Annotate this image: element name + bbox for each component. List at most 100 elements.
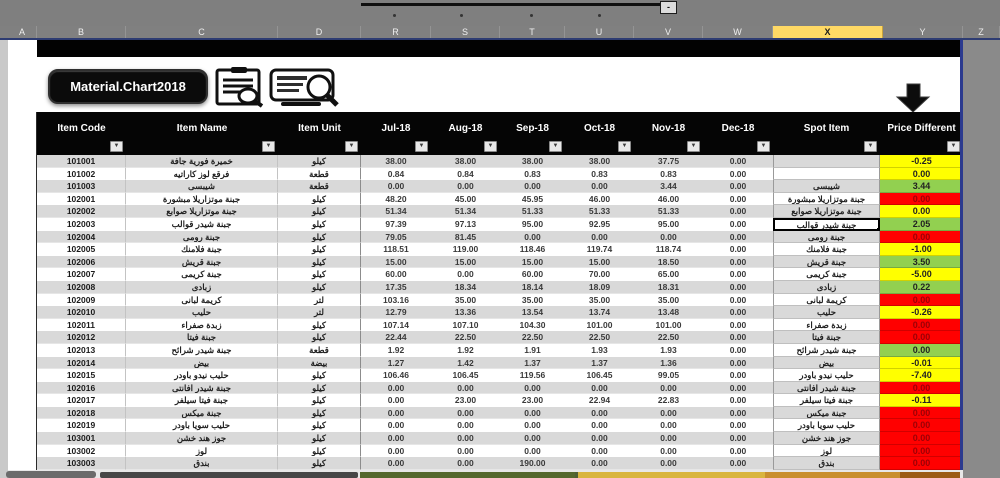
column-letter-u[interactable]: U — [565, 26, 634, 38]
cell-dec-value[interactable]: 0.00 — [703, 369, 773, 382]
cell-item-name[interactable]: جبنة شيدر شرائح — [126, 343, 278, 357]
cell-sep-value[interactable]: 23.00 — [500, 394, 565, 407]
cell-spot-item[interactable]: جبنة ميكس — [773, 406, 880, 420]
cell-sep-value[interactable]: 0.00 — [500, 406, 565, 420]
cell-jul-value[interactable]: 97.39 — [361, 217, 431, 231]
search-document-icon[interactable] — [268, 67, 342, 109]
cell-dec-value[interactable]: 0.00 — [703, 217, 773, 231]
cell-sep-value[interactable]: 119.56 — [500, 369, 565, 382]
cell-jul-value[interactable]: 38.00 — [361, 155, 431, 168]
cell-price-different[interactable]: 0.22 — [880, 280, 963, 294]
cell-nov-value[interactable]: 118.74 — [634, 243, 703, 256]
cell-dec-value[interactable]: 0.00 — [703, 306, 773, 319]
cell-oct-value[interactable]: 0.00 — [565, 457, 634, 470]
cell-oct-value[interactable]: 101.00 — [565, 318, 634, 332]
cell-jul-value[interactable]: 106.46 — [361, 369, 431, 382]
cell-dec-value[interactable]: 0.00 — [703, 432, 773, 445]
cell-dec-value[interactable]: 0.00 — [703, 243, 773, 256]
cell-nov-value[interactable]: 51.33 — [634, 205, 703, 218]
cell-sep-value[interactable]: 95.00 — [500, 217, 565, 231]
cell-price-different[interactable]: 2.05 — [880, 217, 963, 231]
cell-item-name[interactable]: جبنة فيتا سيلفر — [126, 394, 278, 407]
cell-nov-value[interactable]: 46.00 — [634, 192, 703, 206]
cell-item-unit[interactable]: كيلو — [278, 381, 361, 395]
cell-item-name[interactable]: جبنة ميكس — [126, 406, 278, 420]
cell-jul-value[interactable]: 0.00 — [361, 406, 431, 420]
cell-item-unit[interactable]: كيلو — [278, 155, 361, 168]
column-letter-s[interactable]: S — [431, 26, 500, 38]
cell-dec-value[interactable]: 0.00 — [703, 230, 773, 244]
cell-nov-value[interactable]: 1.36 — [634, 356, 703, 370]
cell-dec-value[interactable]: 0.00 — [703, 331, 773, 344]
cell-item-code[interactable]: 102018 — [37, 406, 126, 420]
filter-button-name[interactable]: ▼ — [262, 141, 275, 152]
cell-sep-value[interactable]: 18.14 — [500, 280, 565, 294]
cell-nov-value[interactable]: 0.00 — [634, 381, 703, 395]
cell-oct-value[interactable]: 0.00 — [565, 381, 634, 395]
cell-spot-item[interactable]: جبنة فلامنك — [773, 243, 880, 256]
filter-button-sep[interactable]: ▼ — [549, 141, 562, 152]
cell-oct-value[interactable]: 38.00 — [565, 155, 634, 168]
filter-button-aug[interactable]: ▼ — [484, 141, 497, 152]
cell-item-unit[interactable]: كيلو — [278, 230, 361, 244]
cell-item-name[interactable]: حليب نيدو باودر — [126, 369, 278, 382]
cell-aug-value[interactable]: 0.00 — [431, 419, 500, 433]
cell-aug-value[interactable]: 0.00 — [431, 457, 500, 470]
cell-item-code[interactable]: 102016 — [37, 381, 126, 395]
cell-aug-value[interactable]: 35.00 — [431, 293, 500, 307]
column-letter-v[interactable]: V — [634, 26, 703, 38]
cell-nov-value[interactable]: 0.00 — [634, 432, 703, 445]
cell-aug-value[interactable]: 22.50 — [431, 331, 500, 344]
cell-spot-item-active[interactable]: جبنة شيدر قوالب — [773, 217, 880, 231]
cell-nov-value[interactable]: 0.00 — [634, 406, 703, 420]
cell-oct-value[interactable]: 0.00 — [565, 180, 634, 193]
cell-item-code[interactable]: 102004 — [37, 230, 126, 244]
cell-oct-value[interactable]: 0.00 — [565, 444, 634, 458]
cell-oct-value[interactable]: 70.00 — [565, 268, 634, 281]
cell-nov-value[interactable]: 1.93 — [634, 343, 703, 357]
column-letter-w[interactable]: W — [703, 26, 773, 38]
cell-price-different[interactable]: 0.00 — [880, 293, 963, 307]
cell-item-unit[interactable]: كيلو — [278, 192, 361, 206]
cell-jul-value[interactable]: 118.51 — [361, 243, 431, 256]
cell-nov-value[interactable]: 101.00 — [634, 318, 703, 332]
cell-sep-value[interactable]: 104.30 — [500, 318, 565, 332]
cell-item-name[interactable]: جبنة شيدر افانتى — [126, 381, 278, 395]
filter-button-nov[interactable]: ▼ — [687, 141, 700, 152]
cell-item-code[interactable]: 102003 — [37, 217, 126, 231]
cell-aug-value[interactable]: 1.42 — [431, 356, 500, 370]
cell-item-unit[interactable]: كيلو — [278, 243, 361, 256]
cell-spot-item[interactable]: شيبسى — [773, 180, 880, 193]
cell-jul-value[interactable]: 51.34 — [361, 205, 431, 218]
cell-item-unit[interactable]: كيلو — [278, 444, 361, 458]
cell-oct-value[interactable]: 22.50 — [565, 331, 634, 344]
cell-nov-value[interactable]: 0.00 — [634, 419, 703, 433]
cell-item-code[interactable]: 102002 — [37, 205, 126, 218]
column-letter-t[interactable]: T — [500, 26, 565, 38]
cell-item-name[interactable]: شيبسى — [126, 180, 278, 193]
column-a-area[interactable] — [8, 40, 37, 478]
cell-jul-value[interactable]: 12.79 — [361, 306, 431, 319]
cell-jul-value[interactable]: 0.00 — [361, 457, 431, 470]
cell-sep-value[interactable]: 1.37 — [500, 356, 565, 370]
cell-price-different[interactable]: 3.44 — [880, 180, 963, 193]
cell-item-name[interactable]: جبنة قريش — [126, 255, 278, 269]
cell-jul-value[interactable]: 0.00 — [361, 444, 431, 458]
cell-aug-value[interactable]: 106.45 — [431, 369, 500, 382]
cell-nov-value[interactable]: 22.50 — [634, 331, 703, 344]
cell-price-different[interactable]: 0.00 — [880, 381, 963, 395]
cell-jul-value[interactable]: 17.35 — [361, 280, 431, 294]
cell-item-name[interactable]: جبنة موتزاريلا مبشورة — [126, 192, 278, 206]
cell-item-unit[interactable]: كيلو — [278, 457, 361, 470]
cell-item-unit[interactable]: كيلو — [278, 255, 361, 269]
cell-jul-value[interactable]: 103.16 — [361, 293, 431, 307]
filter-button-code[interactable]: ▼ — [110, 141, 123, 152]
cell-oct-value[interactable]: 0.00 — [565, 406, 634, 420]
cell-nov-value[interactable]: 0.83 — [634, 167, 703, 181]
cell-jul-value[interactable]: 1.27 — [361, 356, 431, 370]
cell-jul-value[interactable]: 0.00 — [361, 180, 431, 193]
cell-item-code[interactable]: 102013 — [37, 343, 126, 357]
cell-item-name[interactable]: جبنة موتزاريلا صوابع — [126, 205, 278, 218]
scrollbar-thumb[interactable] — [6, 471, 96, 478]
cell-oct-value[interactable]: 13.74 — [565, 306, 634, 319]
